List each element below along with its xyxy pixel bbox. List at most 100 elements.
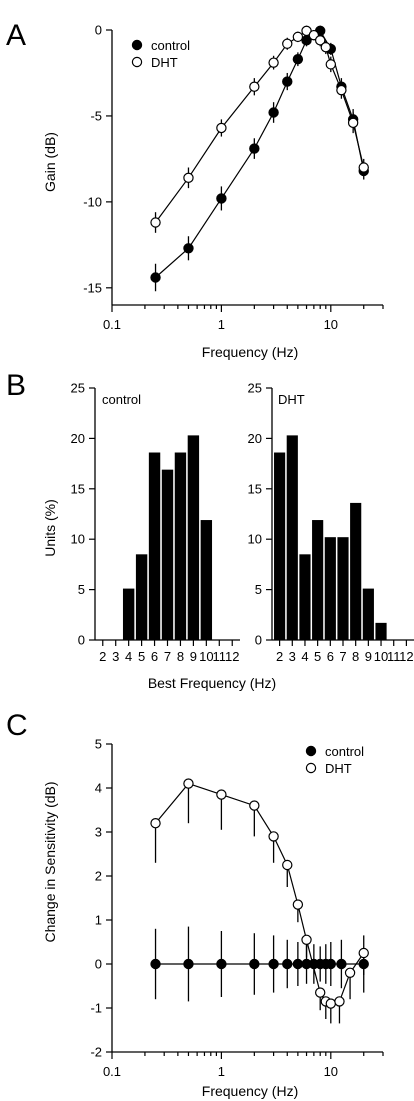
- panel-a-xlabel: Frequency (Hz): [202, 344, 298, 360]
- data-point-dht: [150, 217, 161, 228]
- x-tick-label: 3: [112, 649, 119, 664]
- data-point-dht: [292, 899, 304, 910]
- legend-control-marker: [131, 39, 143, 51]
- data-point-dht: [315, 987, 326, 998]
- data-point-control: [268, 958, 279, 970]
- panel-b-control-label: control: [102, 392, 141, 407]
- x-tick-label: 10: [199, 649, 213, 664]
- data-point-dht: [301, 934, 312, 946]
- data-point-control: [183, 958, 194, 970]
- x-tick-label: 4: [301, 649, 308, 664]
- bar-control: [174, 452, 187, 640]
- panel-c-chart: Change in Sensitivity (dB) Frequency (Hz…: [42, 737, 384, 1099]
- data-point-dht: [268, 57, 279, 68]
- legend-dht-marker: [305, 762, 317, 774]
- bar-dht: [312, 520, 324, 640]
- x-tick-label: 9: [190, 649, 197, 664]
- y-tick-label: 0: [95, 23, 102, 38]
- data-point-dht: [282, 859, 293, 871]
- bar-dht: [350, 502, 362, 640]
- x-tick-label: 7: [339, 649, 346, 664]
- x-tick-label: 12: [225, 649, 239, 664]
- data-point-control: [292, 54, 304, 65]
- data-point-dht: [282, 38, 293, 49]
- x-tick-label: 0.1: [103, 1064, 121, 1079]
- y-tick-label: 3: [95, 825, 102, 840]
- data-point-control: [268, 107, 279, 118]
- data-point-control: [150, 958, 161, 970]
- data-point-control: [216, 193, 227, 204]
- data-point-control: [249, 958, 260, 970]
- x-tick-label: 9: [365, 649, 372, 664]
- bar-control: [161, 469, 174, 640]
- x-tick-label: 6: [151, 649, 158, 664]
- bar-dht: [324, 537, 336, 640]
- x-tick-label: 3: [289, 649, 296, 664]
- legend-dht-marker: [131, 56, 143, 68]
- x-tick-label: 10: [324, 317, 338, 332]
- x-tick-label: 5: [314, 649, 321, 664]
- panel-c-xlabel: Frequency (Hz): [202, 1083, 298, 1099]
- y-tick-label: -15: [83, 280, 102, 295]
- y-tick-label: 15: [71, 481, 85, 496]
- data-point-dht: [150, 818, 161, 829]
- bar-dht: [286, 435, 298, 640]
- y-tick-label: 10: [248, 532, 262, 547]
- bar-dht: [299, 554, 311, 640]
- panel-c-legend: control DHT: [305, 744, 364, 776]
- y-tick-label: 5: [255, 582, 262, 597]
- y-tick-label: -10: [83, 194, 102, 209]
- x-tick-label: 5: [138, 649, 145, 664]
- data-point-control: [150, 272, 161, 283]
- x-tick-label: 1: [218, 1064, 225, 1079]
- data-point-control: [183, 243, 194, 254]
- panel-c-ylabel: Change in Sensitivity (dB): [42, 781, 58, 942]
- legend-dht-label: DHT: [325, 761, 352, 776]
- x-tick-label: 8: [177, 649, 184, 664]
- y-tick-label: -1: [90, 1001, 102, 1016]
- panel-a-legend: control DHT: [131, 38, 190, 70]
- x-tick-label: 7: [164, 649, 171, 664]
- x-tick-label: 12: [399, 649, 413, 664]
- y-tick-label: 0: [95, 957, 102, 972]
- bar-control: [187, 435, 200, 640]
- bar-control: [148, 452, 161, 640]
- data-point-dht: [325, 998, 337, 1009]
- panel-label-c: C: [6, 709, 28, 742]
- bar-dht: [362, 588, 374, 640]
- data-point-dht: [183, 778, 194, 789]
- bar-dht: [337, 537, 349, 640]
- y-tick-label: -2: [90, 1045, 102, 1060]
- x-tick-label: 1: [218, 317, 225, 332]
- y-tick-label: 0: [78, 633, 85, 648]
- y-tick-label: 5: [78, 582, 85, 597]
- x-tick-label: 6: [327, 649, 334, 664]
- data-point-dht: [320, 41, 331, 53]
- panel-b-xlabel: Best Frequency (Hz): [148, 675, 276, 691]
- x-tick-label: 4: [125, 649, 132, 664]
- y-tick-label: 15: [248, 481, 262, 496]
- x-tick-label: 10: [324, 1064, 338, 1079]
- x-tick-label: 2: [276, 649, 283, 664]
- panel-b-dht-label: DHT: [278, 392, 305, 407]
- bar-control: [122, 588, 135, 640]
- y-tick-label: 20: [248, 431, 262, 446]
- data-point-control: [325, 958, 337, 970]
- y-tick-label: 10: [71, 532, 85, 547]
- data-point-dht: [336, 84, 347, 96]
- y-tick-label: 20: [71, 431, 85, 446]
- series-line-dht: [155, 782, 365, 1005]
- y-tick-label: 25: [71, 381, 85, 396]
- data-point-dht: [183, 172, 194, 184]
- data-point-dht: [358, 162, 369, 173]
- y-tick-label: 5: [95, 737, 102, 752]
- y-tick-label: 1: [95, 913, 102, 928]
- x-tick-label: 11: [213, 649, 227, 664]
- data-point-dht: [315, 35, 326, 46]
- data-point-dht: [268, 831, 279, 842]
- data-point-control: [216, 958, 227, 970]
- bar-dht: [274, 452, 286, 640]
- y-tick-label: 25: [248, 381, 262, 396]
- data-point-dht: [358, 947, 369, 959]
- data-point-dht: [292, 31, 304, 43]
